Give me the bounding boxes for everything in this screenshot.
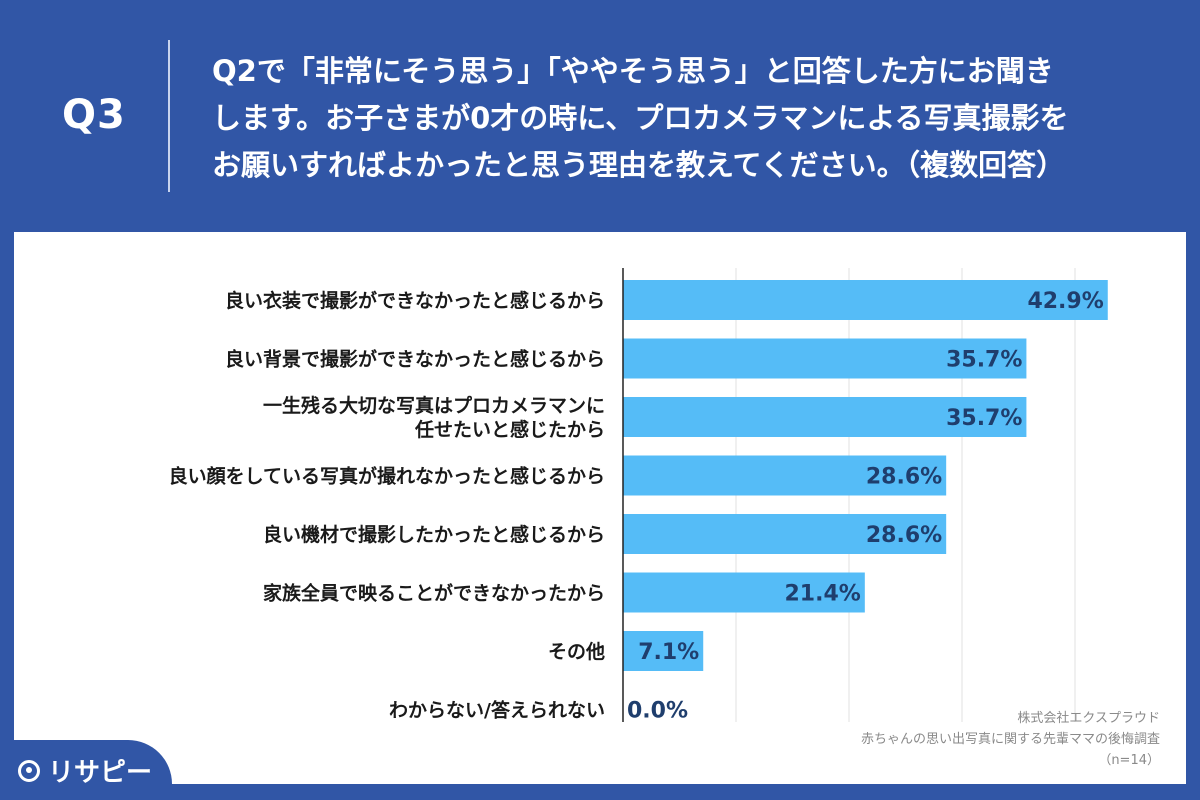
question-text: Q2で「非常にそう思う」「ややそう思う」と回答した方にお聞き します。お子さまが… — [212, 54, 1069, 182]
category-label: わからない/答えられない — [389, 699, 605, 722]
bar-value-label: 7.1% — [638, 640, 699, 665]
bar — [623, 514, 947, 554]
category-label: 任せたいと感じたから — [414, 418, 605, 441]
brand-logo: リサピー — [18, 752, 152, 789]
source-note: 株式会社エクスプラウド 赤ちゃんの思い出写真に関する先輩ママの後悔調査 （n=1… — [861, 708, 1160, 771]
bar — [623, 631, 704, 671]
chart-card: 42.9% 良い衣装で撮影ができなかったと感じるから 35.7% 良い背景で撮影ができ… — [14, 232, 1186, 784]
bar-value-label: 28.6% — [866, 465, 942, 490]
source-company: 株式会社エクスプラウド — [1017, 711, 1160, 726]
bar — [623, 455, 947, 496]
bar — [623, 338, 1027, 379]
bar-value-label: 35.7% — [946, 406, 1022, 431]
source-survey: 赤ちゃんの思い出写真に関する先輩ママの後悔調査 — [860, 732, 1160, 747]
category-label: 一生残る大切な写真はプロカメラマンに — [263, 394, 605, 417]
bar-value-label: 28.6% — [866, 523, 942, 548]
logo-text: リサピー — [48, 758, 153, 788]
category-label: 家族全員で映ることができなかったから — [263, 582, 605, 605]
bar-value-label: 0.0% — [627, 699, 688, 724]
pin-icon — [18, 759, 40, 782]
header: Q3 Q2で「非常にそう思う」「ややそう思う」と回答した方にお聞き します。お子… — [0, 0, 1200, 228]
category-label: 良い顔をしている写真が撮れなかったと感じるから — [169, 465, 605, 488]
category-label: 良い背景で撮影ができなかったと感じるから — [225, 348, 605, 371]
source-sample: （n=14） — [1098, 753, 1160, 768]
category-label: 良い衣装で撮影ができなかったと感じるから — [225, 289, 605, 312]
header-divider — [168, 40, 170, 192]
category-label: その他 — [548, 640, 605, 663]
bar-value-label: 35.7% — [946, 348, 1022, 373]
question-number: Q3 — [62, 92, 126, 138]
bar-value-label: 42.9% — [1027, 289, 1103, 314]
bar-chart: 42.9% 良い衣装で撮影ができなかったと感じるから 35.7% 良い背景で撮影ができ… — [169, 268, 1108, 724]
bar — [623, 280, 1108, 320]
bar — [623, 397, 1027, 437]
bar — [623, 572, 865, 613]
category-label: 良い機材で撮影したかったと感じるから — [263, 523, 605, 546]
bar-value-label: 21.4% — [784, 582, 860, 607]
